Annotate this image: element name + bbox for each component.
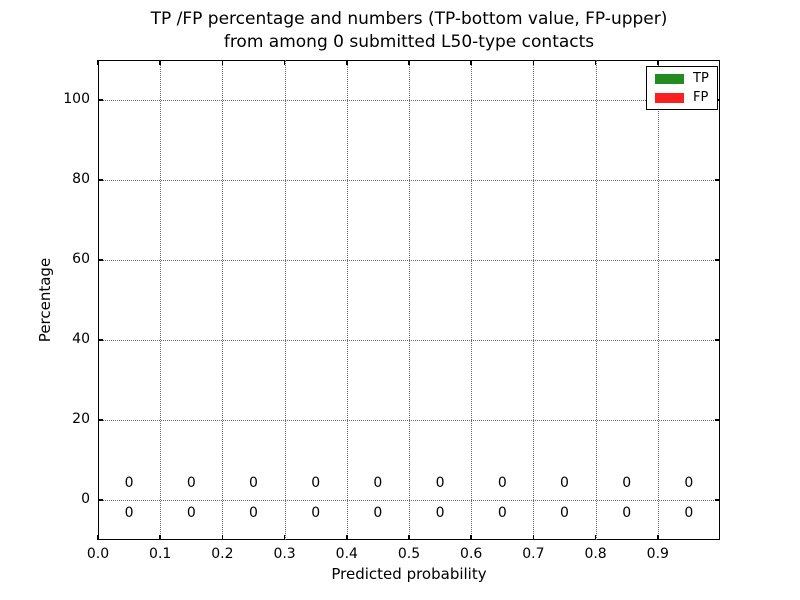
y-tick-mark-left (98, 339, 103, 341)
tp-count-label: 0 (497, 505, 507, 521)
fp-count-label: 0 (373, 475, 383, 491)
fp-count-label: 0 (186, 475, 196, 491)
y-tick-mark-left (98, 419, 103, 421)
tp-legend-label: TP (693, 71, 709, 86)
x-gridline (346, 60, 348, 540)
x-tick-label: 0.5 (397, 546, 421, 562)
y-tick-label: 0 (81, 491, 90, 507)
x-tick-label: 0.7 (522, 546, 545, 562)
x-gridline (409, 60, 410, 540)
x-tick-label: 0.0 (86, 546, 110, 562)
x-tick-mark-top (532, 60, 535, 65)
y-tick-mark-right (715, 179, 720, 181)
x-tick-mark-bottom (657, 535, 659, 540)
x-tick-mark-bottom (594, 535, 597, 540)
x-gridline (222, 60, 224, 540)
y-tick-label: 60 (72, 251, 90, 267)
y-axis-label: Percentage (36, 257, 54, 343)
legend: TP FP (646, 66, 718, 110)
y-tick-mark-right (715, 419, 720, 421)
x-axis-label: Predicted probability (331, 565, 487, 583)
x-tick-mark-top (408, 60, 410, 65)
fp-count-label: 0 (435, 475, 445, 491)
y-tick-mark-right (715, 339, 720, 341)
x-gridline (471, 60, 473, 540)
x-tick-mark-bottom (408, 535, 410, 540)
x-tick-mark-bottom (532, 535, 535, 540)
x-tick-mark-top (594, 60, 597, 65)
x-tick-label: 0.1 (149, 546, 172, 562)
x-tick-label: 0.6 (460, 546, 483, 562)
y-tick-label: 40 (72, 331, 90, 347)
tp-count-label: 0 (373, 505, 383, 521)
x-tick-label: 0.2 (211, 546, 234, 562)
tp-count-label: 0 (311, 505, 321, 521)
x-tick-label: 0.4 (335, 546, 358, 562)
x-tick-mark-bottom (470, 535, 472, 540)
y-tick-mark-right (715, 499, 720, 501)
fp-legend-label: FP (693, 90, 709, 105)
chart-title: TP /FP percentage and numbers (TP-bottom… (98, 8, 720, 54)
x-tick-mark-bottom (283, 535, 286, 540)
x-tick-label: 0.3 (273, 546, 296, 562)
y-tick-mark-left (98, 259, 103, 261)
tp-count-label: 0 (622, 505, 632, 521)
y-tick-mark-left (98, 179, 103, 181)
y-gridline (98, 420, 720, 421)
tp-count-label: 0 (435, 505, 445, 521)
y-gridline (98, 180, 720, 181)
y-tick-label: 80 (72, 171, 90, 187)
tp-count-label: 0 (684, 505, 694, 521)
x-tick-label: 0.8 (584, 546, 607, 562)
tp-count-label: 0 (249, 505, 258, 521)
title-line-2: from among 0 submitted L50-type contacts (223, 32, 595, 52)
fp-count-label: 0 (497, 475, 507, 491)
x-tick-mark-top (470, 60, 472, 65)
tp-count-label: 0 (560, 505, 569, 521)
x-tick-mark-bottom (159, 535, 161, 540)
y-gridline (98, 500, 720, 501)
title-line-1: TP /FP percentage and numbers (TP-bottom… (150, 9, 668, 29)
tp-legend-swatch-icon (655, 73, 684, 84)
legend-item-tp: TP (655, 72, 709, 85)
x-tick-mark-top (346, 60, 348, 65)
y-tick-mark-right (715, 259, 720, 261)
legend-item-fp: FP (655, 91, 709, 104)
x-tick-mark-top (221, 60, 224, 65)
y-tick-label: 100 (63, 91, 90, 107)
fp-count-label: 0 (124, 475, 134, 491)
x-tick-mark-top (283, 60, 286, 65)
y-tick-mark-left (98, 99, 103, 101)
fp-legend-swatch-icon (655, 92, 684, 103)
fp-count-label: 0 (622, 475, 632, 491)
y-tick-mark-left (98, 499, 103, 501)
fp-count-label: 0 (684, 475, 694, 491)
x-gridline (160, 60, 162, 540)
x-tick-mark-bottom (346, 535, 348, 540)
tp-count-label: 0 (186, 505, 196, 521)
x-tick-mark-top (657, 60, 659, 65)
x-gridline (595, 60, 597, 540)
x-gridline (657, 60, 659, 540)
x-tick-label: 0.9 (646, 546, 669, 562)
fp-count-label: 0 (311, 475, 321, 491)
x-tick-mark-bottom (97, 535, 99, 540)
fp-count-label: 0 (560, 475, 569, 491)
y-gridline (98, 340, 720, 341)
y-gridline (98, 260, 720, 261)
x-gridline (284, 60, 286, 540)
x-tick-mark-top (97, 60, 99, 65)
tp-count-label: 0 (124, 505, 134, 521)
fp-count-label: 0 (249, 475, 258, 491)
x-gridline (533, 60, 535, 540)
y-gridline (98, 100, 720, 101)
y-tick-label: 20 (72, 411, 90, 427)
x-tick-mark-top (159, 60, 161, 65)
x-tick-mark-bottom (221, 535, 224, 540)
